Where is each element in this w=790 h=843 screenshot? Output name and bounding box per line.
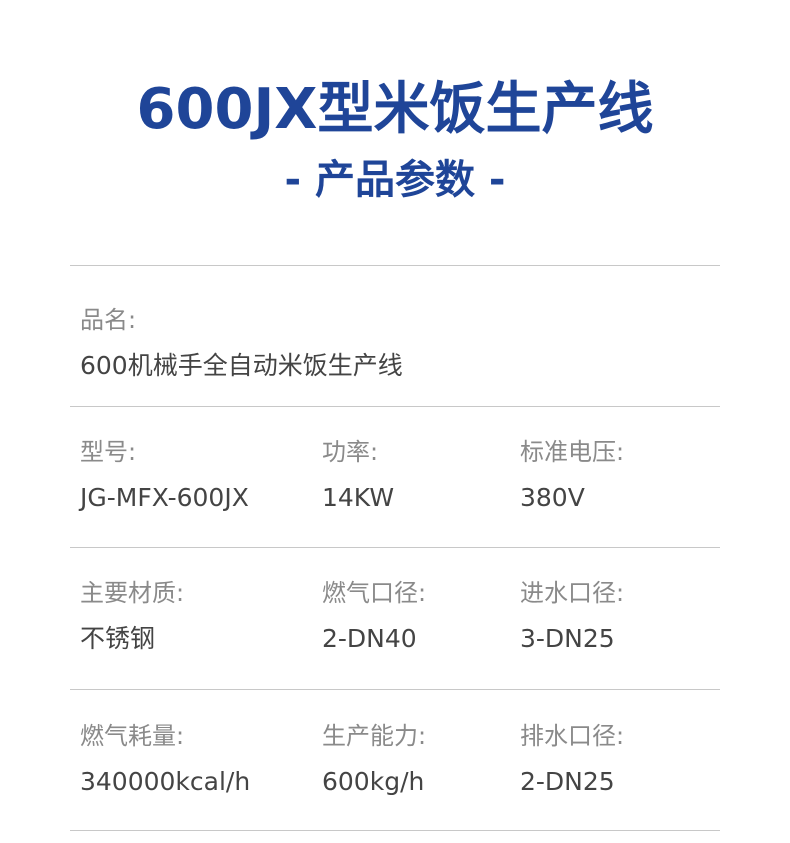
spec-power: 功率: 14KW — [322, 437, 394, 513]
spec-value: 不锈钢 — [80, 624, 156, 653]
spec-label: 进水口径: — [520, 579, 625, 607]
page-title: 600JX型米饭生产线 — [136, 77, 654, 142]
divider — [70, 265, 720, 266]
divider — [70, 689, 720, 690]
spec-label: 主要材质: — [80, 579, 185, 607]
spec-gas-consumption: 燃气耗量: 340000kcal/h — [80, 721, 250, 797]
spec-voltage: 标准电压: 380V — [520, 437, 624, 513]
spec-value: 340000kcal/h — [80, 767, 251, 796]
divider — [70, 547, 720, 548]
spec-label: 功率: — [322, 438, 379, 466]
spec-value: 600kg/h — [322, 767, 425, 796]
spec-label: 型号: — [80, 438, 137, 466]
spec-label: 品名: — [80, 306, 137, 334]
spec-product-name: 品名: 600机械手全自动米饭生产线 — [80, 305, 403, 381]
spec-material: 主要材质: 不锈钢 — [80, 578, 184, 654]
spec-label: 燃气耗量: — [80, 722, 185, 750]
spec-value: 3-DN25 — [520, 624, 615, 653]
spec-value: 2-DN40 — [322, 624, 417, 653]
spec-model: 型号: JG-MFX-600JX — [80, 437, 249, 513]
spec-value: 380V — [520, 483, 585, 512]
spec-label: 排水口径: — [520, 722, 625, 750]
spec-gas-diameter: 燃气口径: 2-DN40 — [322, 578, 426, 654]
spec-value: 14KW — [322, 483, 395, 512]
page-subtitle: - 产品参数 - — [284, 157, 506, 203]
spec-value: JG-MFX-600JX — [80, 483, 249, 512]
divider — [70, 830, 720, 831]
spec-label: 标准电压: — [520, 438, 625, 466]
spec-label: 燃气口径: — [322, 579, 427, 607]
spec-capacity: 生产能力: 600kg/h — [322, 721, 426, 797]
spec-value: 2-DN25 — [520, 767, 615, 796]
divider — [70, 406, 720, 407]
spec-drain: 排水口径: 2-DN25 — [520, 721, 624, 797]
spec-water-inlet: 进水口径: 3-DN25 — [520, 578, 624, 654]
spec-label: 生产能力: — [322, 722, 427, 750]
spec-value: 600机械手全自动米饭生产线 — [80, 351, 403, 380]
